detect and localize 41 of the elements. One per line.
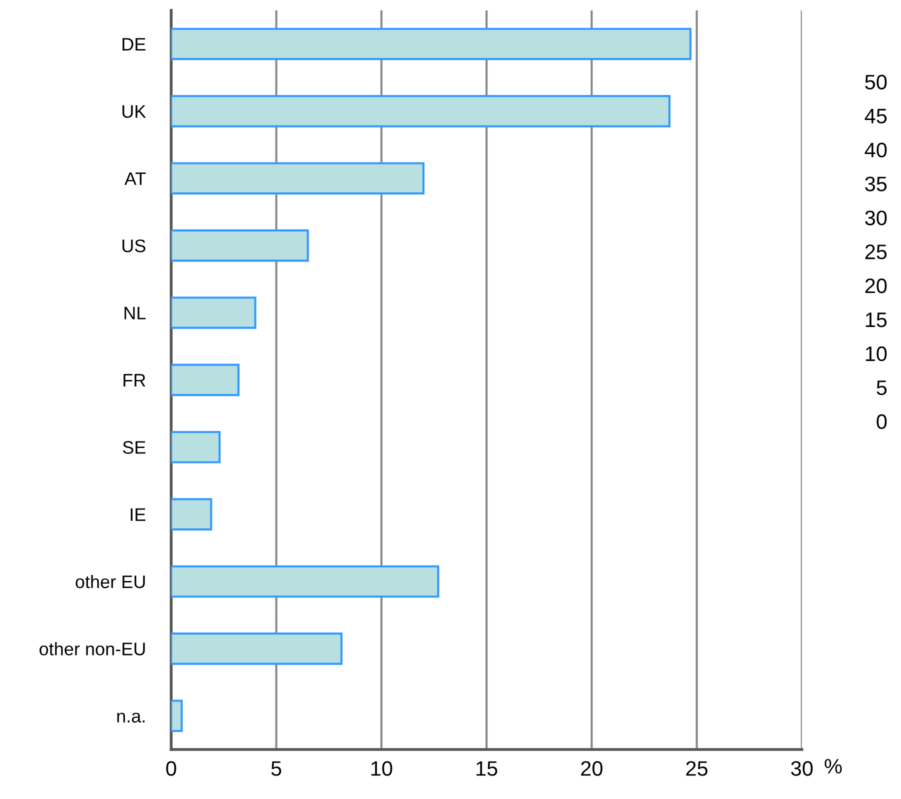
x-tick-label: 30 — [791, 761, 813, 776]
y-tick-label: UK — [122, 105, 146, 118]
bar — [171, 95, 670, 128]
y-tick-label: DE — [122, 38, 146, 51]
x-tick-label: 10 — [371, 761, 392, 776]
text: 50 — [865, 74, 887, 90]
text: 35 — [865, 176, 887, 192]
text: 45 — [864, 108, 887, 124]
bar — [171, 28, 692, 60]
x-tick-label: 0 — [166, 761, 176, 776]
bar — [171, 162, 425, 195]
y-tick-label: IE — [130, 508, 146, 521]
y-tick-label: n.a. — [117, 712, 145, 723]
y-tick-label: AT — [124, 172, 146, 185]
text: 20 — [865, 278, 887, 294]
y-tick-label: FR — [124, 374, 146, 386]
bar — [171, 700, 183, 732]
y-tick-label: other non-EU — [40, 642, 145, 656]
text: 15 — [866, 312, 887, 328]
bar — [171, 565, 440, 598]
text: 10 — [866, 346, 887, 362]
x-tick-label: 5 — [271, 761, 282, 776]
bar — [171, 430, 221, 464]
text: 5 — [876, 380, 887, 396]
text: 0 — [876, 414, 887, 430]
x-tick-label: 25 — [686, 761, 708, 776]
bar — [171, 498, 212, 530]
text: 40 — [864, 142, 887, 158]
bar — [171, 364, 240, 396]
text: 25 — [865, 244, 887, 260]
x-axis-title: % — [824, 758, 842, 774]
bar — [171, 296, 256, 329]
text: 30 — [865, 210, 887, 226]
y-tick-label: NL — [124, 306, 146, 320]
bar — [171, 229, 309, 262]
y-tick-label: US — [122, 239, 146, 252]
bar — [171, 632, 343, 665]
x-tick-label: 15 — [476, 761, 498, 776]
y-tick-label: other EU — [76, 574, 145, 588]
y-tick-label: SE — [122, 441, 146, 454]
x-tick-label: 20 — [581, 761, 602, 776]
